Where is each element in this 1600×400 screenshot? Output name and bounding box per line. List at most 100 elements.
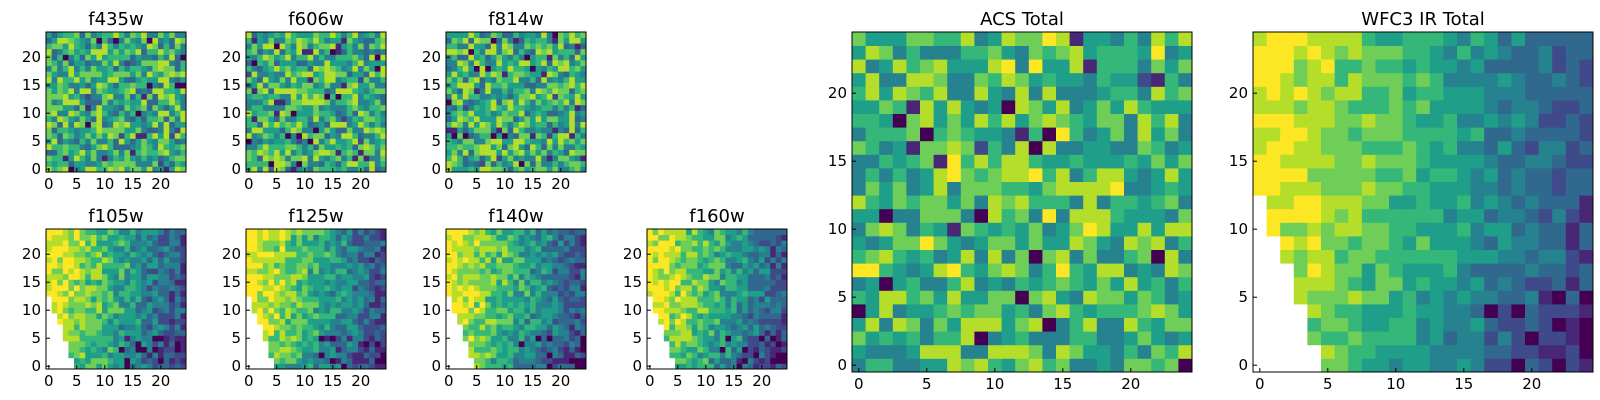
heatmap-cell bbox=[380, 352, 387, 359]
heatmap-cell bbox=[262, 245, 269, 252]
heatmap-cell bbox=[113, 116, 120, 122]
heatmap-cell bbox=[346, 155, 353, 162]
heatmap-cell bbox=[988, 72, 1002, 87]
heatmap-cell bbox=[451, 110, 458, 117]
heatmap-cell bbox=[141, 290, 148, 297]
heatmap-cell bbox=[90, 234, 97, 241]
heatmap-cell bbox=[346, 307, 353, 314]
heatmap-cell bbox=[647, 229, 653, 235]
heatmap-cell bbox=[318, 160, 325, 167]
heatmap-cell bbox=[85, 132, 92, 139]
heatmap-cell bbox=[302, 149, 308, 156]
heatmap-cell bbox=[158, 229, 164, 235]
heatmap-cell bbox=[479, 279, 486, 286]
heatmap-cell bbox=[1110, 358, 1125, 373]
heatmap-cell bbox=[457, 251, 464, 258]
heatmap-cell bbox=[246, 65, 252, 72]
heatmap-cell bbox=[1069, 168, 1084, 182]
heatmap-cell bbox=[135, 48, 142, 55]
heatmap-cell bbox=[107, 279, 114, 286]
heatmap-cell bbox=[1042, 59, 1057, 74]
heatmap-cell bbox=[513, 166, 520, 173]
heatmap-cell bbox=[62, 273, 69, 280]
heatmap-cell bbox=[146, 245, 153, 252]
heatmap-cell bbox=[1096, 100, 1111, 114]
heatmap-cell bbox=[652, 279, 659, 286]
heatmap-cell bbox=[296, 144, 303, 150]
heatmap-cell bbox=[107, 155, 114, 162]
heatmap-cell bbox=[341, 54, 348, 61]
heatmap-cell bbox=[324, 121, 331, 128]
heatmap-cell bbox=[107, 37, 114, 44]
heatmap-cell bbox=[330, 240, 336, 247]
heatmap-cell bbox=[302, 329, 308, 336]
heatmap-cell bbox=[1164, 222, 1179, 237]
heatmap-cell bbox=[130, 160, 136, 167]
heatmap-cell bbox=[714, 341, 721, 347]
heatmap-cell bbox=[574, 43, 581, 50]
heatmap-cell bbox=[369, 43, 376, 50]
heatmap-cell bbox=[535, 37, 542, 44]
heatmap-cell bbox=[346, 346, 353, 353]
heatmap-cell bbox=[865, 59, 880, 74]
heatmap-cell bbox=[479, 99, 486, 106]
heatmap-cell bbox=[79, 301, 86, 308]
heatmap-cell bbox=[346, 43, 353, 50]
heatmap-cell bbox=[62, 313, 69, 319]
heatmap-cell bbox=[647, 234, 653, 241]
heatmap-cell bbox=[130, 121, 136, 128]
heatmap-cell bbox=[764, 268, 771, 275]
heatmap-cell bbox=[141, 324, 148, 331]
heatmap-cell bbox=[468, 127, 475, 134]
heatmap-cell bbox=[546, 99, 553, 106]
heatmap-cell bbox=[558, 273, 564, 280]
heatmap-cell bbox=[708, 234, 715, 241]
heatmap-cell bbox=[163, 313, 170, 319]
heatmap-cell bbox=[302, 37, 308, 44]
heatmap-cell bbox=[102, 318, 108, 325]
heatmap-cell bbox=[257, 285, 264, 291]
heatmap-cell bbox=[268, 54, 275, 61]
heatmap-cell bbox=[296, 71, 303, 78]
heatmap-cell bbox=[141, 273, 148, 280]
heatmap-cell bbox=[502, 301, 508, 308]
heatmap-cell bbox=[380, 329, 387, 336]
heatmap-cell bbox=[180, 155, 187, 162]
heatmap-cell bbox=[380, 155, 387, 162]
heatmap-cell bbox=[485, 82, 492, 89]
heatmap-cell bbox=[546, 268, 553, 275]
heatmap-cell bbox=[524, 363, 531, 370]
heatmap-cell bbox=[335, 76, 342, 83]
heatmap-cell bbox=[1164, 140, 1179, 155]
heatmap-cell bbox=[163, 110, 170, 117]
heatmap-cell bbox=[313, 296, 320, 303]
heatmap-cell bbox=[180, 82, 187, 89]
heatmap-cell bbox=[313, 149, 320, 156]
heatmap-cell bbox=[274, 285, 280, 291]
heatmap-cell bbox=[852, 127, 866, 142]
heatmap-cell bbox=[546, 110, 553, 117]
heatmap-cell bbox=[130, 285, 136, 291]
heatmap-cell bbox=[330, 110, 336, 117]
heatmap-cell bbox=[451, 155, 458, 162]
heatmap-cell bbox=[558, 341, 564, 347]
heatmap-cell bbox=[479, 60, 486, 66]
heatmap-cell bbox=[865, 208, 880, 223]
heatmap-cell bbox=[680, 341, 687, 347]
heatmap-cell bbox=[669, 301, 676, 308]
heatmap-cell bbox=[947, 263, 962, 278]
heatmap-cell bbox=[1164, 317, 1179, 332]
heatmap-cell bbox=[496, 48, 503, 55]
heatmap-cell bbox=[141, 357, 148, 364]
heatmap-cell bbox=[530, 251, 536, 258]
heatmap-cell bbox=[865, 344, 880, 359]
heatmap-cell bbox=[552, 329, 559, 336]
heatmap-cell bbox=[1110, 222, 1125, 237]
heatmap-cell bbox=[158, 110, 164, 117]
heatmap-cell bbox=[302, 76, 308, 83]
heatmap-cell bbox=[691, 357, 698, 364]
heatmap-cell bbox=[135, 341, 142, 347]
heatmap-cell bbox=[462, 245, 469, 252]
heatmap-cell bbox=[485, 290, 492, 297]
heatmap-cell bbox=[180, 110, 187, 117]
